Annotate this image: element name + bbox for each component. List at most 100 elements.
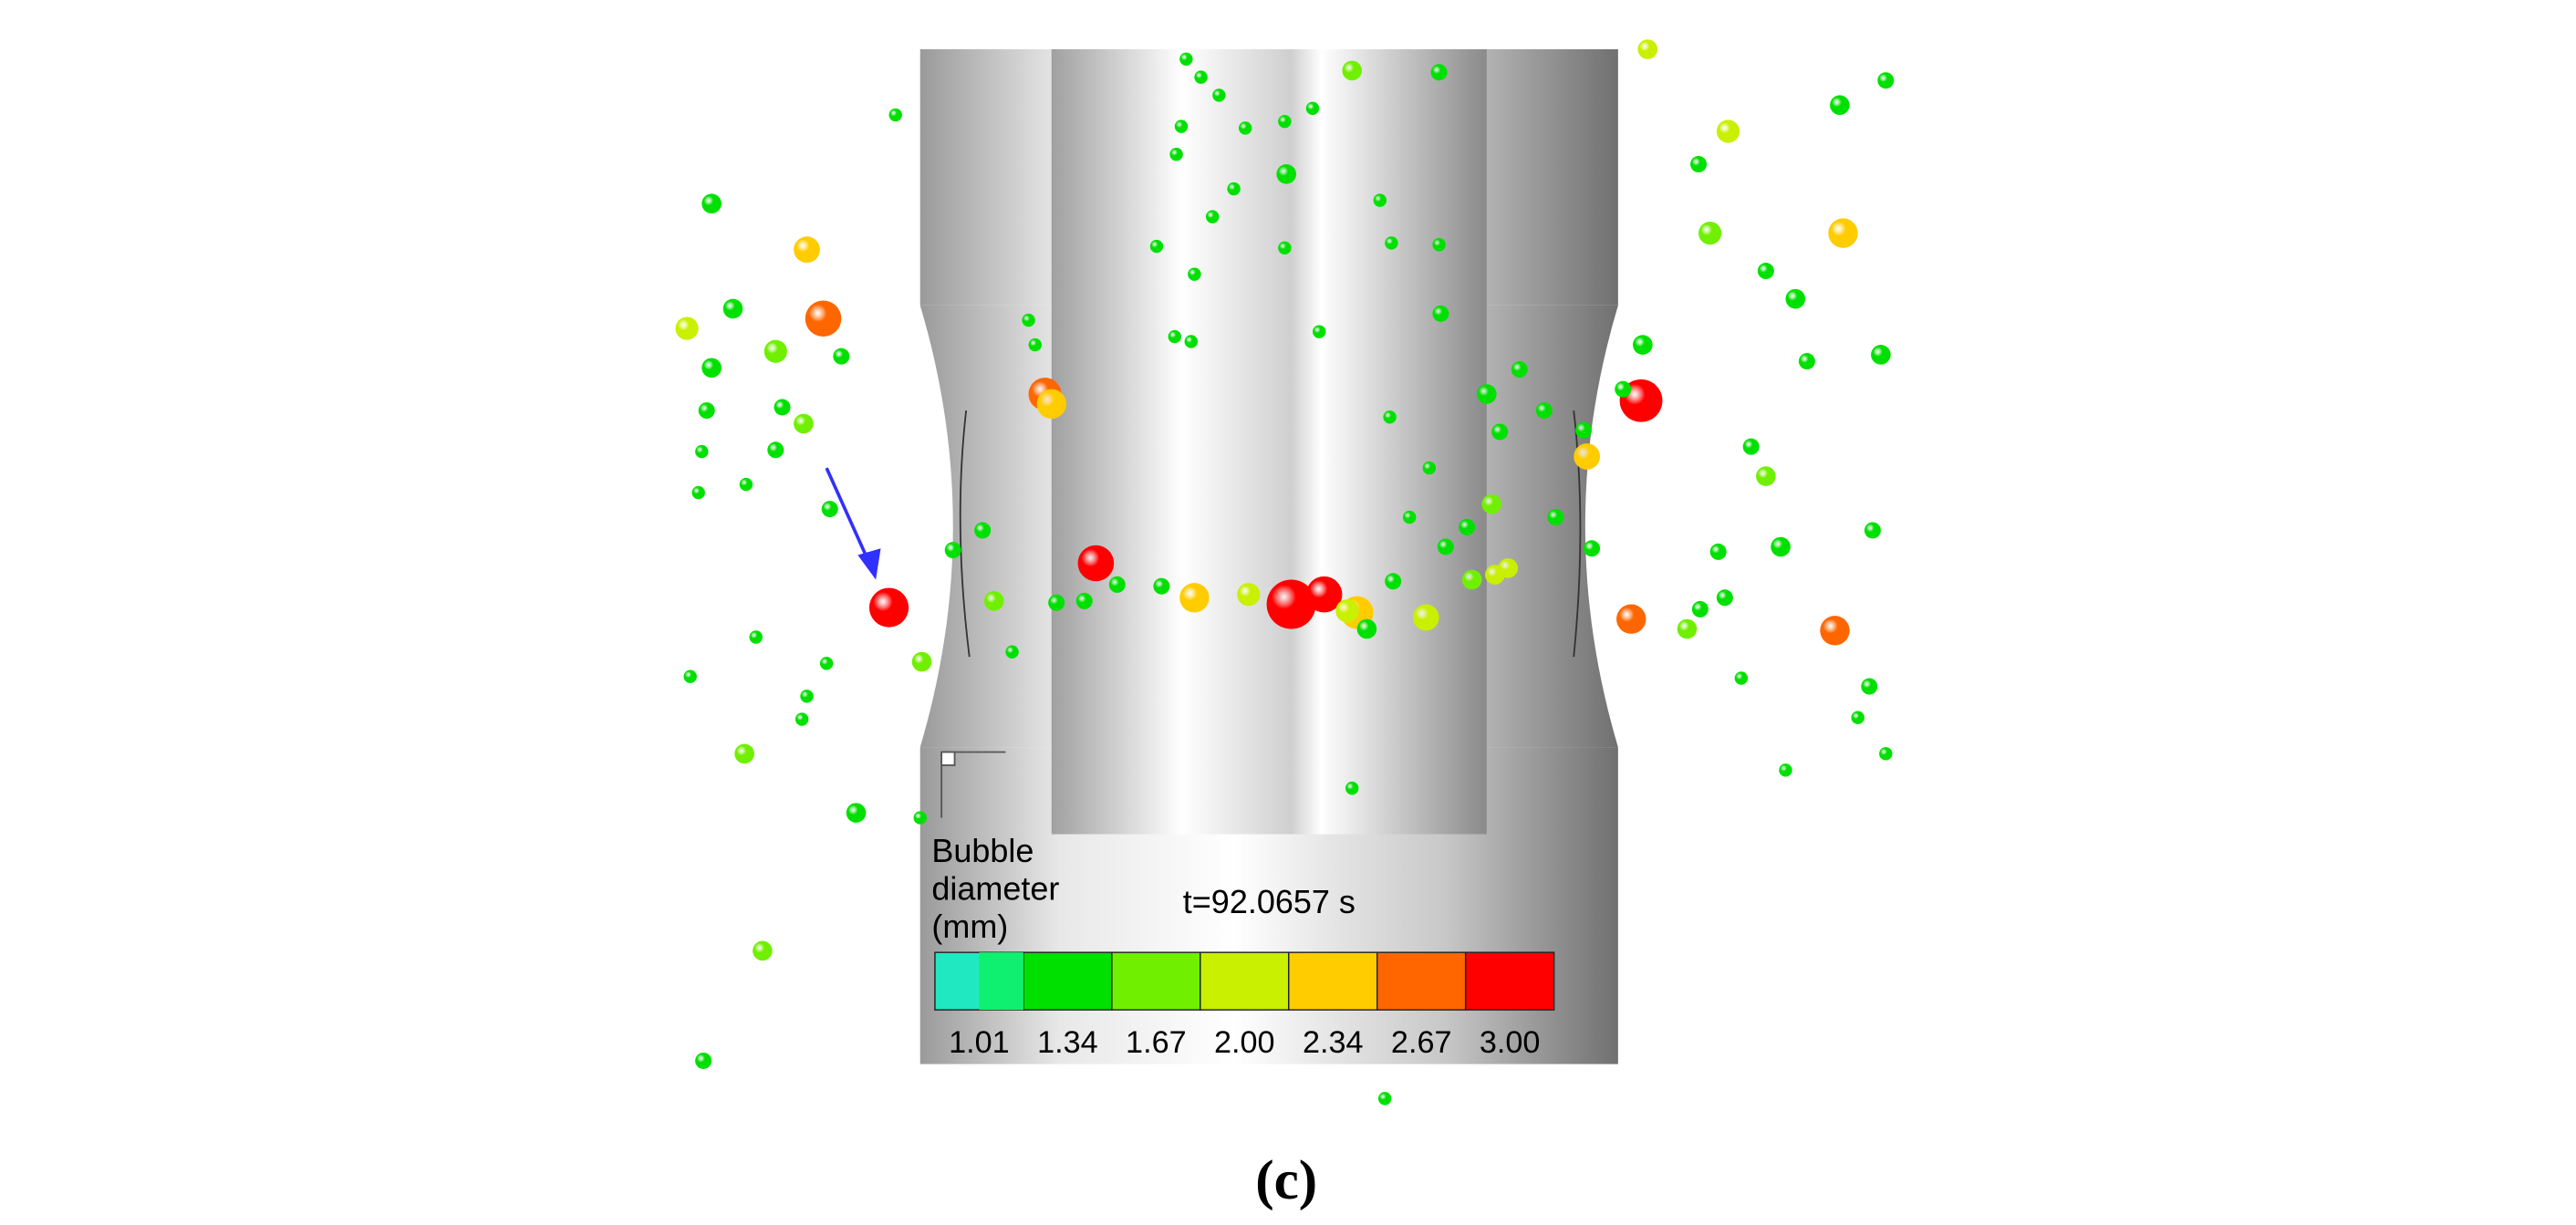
bubble	[695, 1052, 712, 1069]
bubble	[701, 358, 722, 379]
bubble	[1574, 443, 1601, 470]
bubble	[1276, 164, 1297, 184]
bubble	[1278, 241, 1292, 255]
colorbar-cell	[1464, 951, 1555, 1011]
bubble	[1820, 616, 1850, 646]
bubble	[749, 630, 763, 644]
bubble	[795, 712, 809, 726]
bubble	[1779, 763, 1792, 777]
bubble	[722, 298, 743, 319]
bubble	[1194, 70, 1208, 84]
colorbar-cell	[1111, 951, 1201, 1011]
edge	[959, 410, 971, 658]
bubble	[805, 300, 842, 337]
colorbar-tick-label: 1.67	[1126, 1025, 1187, 1060]
bubble	[1798, 353, 1815, 370]
bubble	[1278, 115, 1292, 129]
bubble	[774, 399, 791, 416]
bubble	[1742, 438, 1760, 455]
bubble	[695, 444, 709, 459]
bubble	[1498, 558, 1519, 578]
bubble	[1491, 423, 1509, 441]
bubble	[1313, 325, 1326, 338]
bubble	[1615, 380, 1632, 398]
bubble	[1511, 361, 1528, 379]
bubble	[1535, 402, 1553, 420]
legend: Bubble diameter (mm) 1.01 1.34 1.67 2.00 2.3…	[931, 832, 1555, 1060]
bubbles	[675, 39, 1895, 1106]
bubble	[1851, 711, 1864, 724]
colorbar-tick-label: 1.01	[949, 1025, 1010, 1060]
bubble	[1305, 576, 1343, 613]
bubble	[944, 542, 961, 559]
geometry	[919, 49, 1618, 1064]
bubble	[1547, 509, 1564, 526]
bubble	[683, 670, 697, 683]
bubble	[1698, 222, 1722, 245]
bubble	[1205, 210, 1220, 223]
bubble	[1048, 594, 1065, 611]
bubble	[1709, 543, 1727, 560]
bubble	[691, 485, 705, 500]
time-label: t=92.0657 s	[1183, 883, 1356, 920]
bubble	[1828, 218, 1858, 248]
bubble	[1877, 72, 1895, 89]
bubble	[913, 811, 927, 825]
bubble	[800, 690, 814, 703]
bubble	[819, 657, 834, 670]
bubble	[1266, 579, 1316, 629]
colorbar-cell	[979, 952, 1023, 1011]
colorbar-tick-label: 1.34	[1037, 1025, 1098, 1060]
bubble	[846, 803, 867, 823]
bubble	[1633, 335, 1653, 355]
bubble	[734, 743, 754, 764]
bubble	[1237, 583, 1261, 607]
bubble	[1575, 421, 1593, 439]
bubble	[983, 591, 1004, 611]
bubble	[1691, 600, 1709, 618]
bubble	[698, 402, 715, 420]
bubble	[1716, 589, 1733, 607]
edge	[1573, 410, 1582, 658]
bubble	[794, 413, 814, 434]
bubble	[1373, 193, 1387, 207]
colorbar-cell	[1288, 951, 1378, 1011]
bubble	[1757, 263, 1774, 280]
bubble	[1188, 267, 1201, 281]
bubble	[675, 317, 699, 340]
legend-title: Bubble	[931, 832, 1034, 869]
bubble	[1412, 604, 1439, 631]
arrow-head	[857, 548, 881, 580]
bubble	[1385, 236, 1398, 250]
bubble	[1403, 510, 1417, 524]
colorbar-tick-label: 2.67	[1391, 1025, 1452, 1060]
bubble	[1075, 592, 1093, 609]
bubble	[1437, 538, 1454, 555]
axis-triad	[940, 751, 1006, 818]
bubble	[1227, 182, 1241, 196]
colorbar-tick-label: 3.00	[1480, 1025, 1541, 1060]
bubble	[1378, 1092, 1392, 1106]
bubble	[833, 348, 850, 365]
legend-title: diameter	[931, 870, 1059, 908]
bubble	[1077, 545, 1115, 582]
bubble	[1153, 577, 1170, 595]
bubble	[1861, 678, 1878, 695]
legend-title: (mm)	[931, 908, 1008, 945]
bubble	[1637, 39, 1658, 59]
bubble	[763, 339, 787, 363]
bubble	[1459, 518, 1476, 535]
caption: (c)	[1255, 1149, 1317, 1211]
bubble	[1179, 52, 1193, 67]
bubble	[1584, 540, 1601, 557]
bubble	[1432, 305, 1449, 322]
bubble	[868, 587, 909, 628]
bubble	[1879, 747, 1893, 761]
bubble	[974, 522, 992, 539]
bubble	[1108, 576, 1126, 593]
bubble	[739, 477, 753, 492]
bubble	[1422, 461, 1437, 475]
bubble	[1616, 604, 1646, 634]
